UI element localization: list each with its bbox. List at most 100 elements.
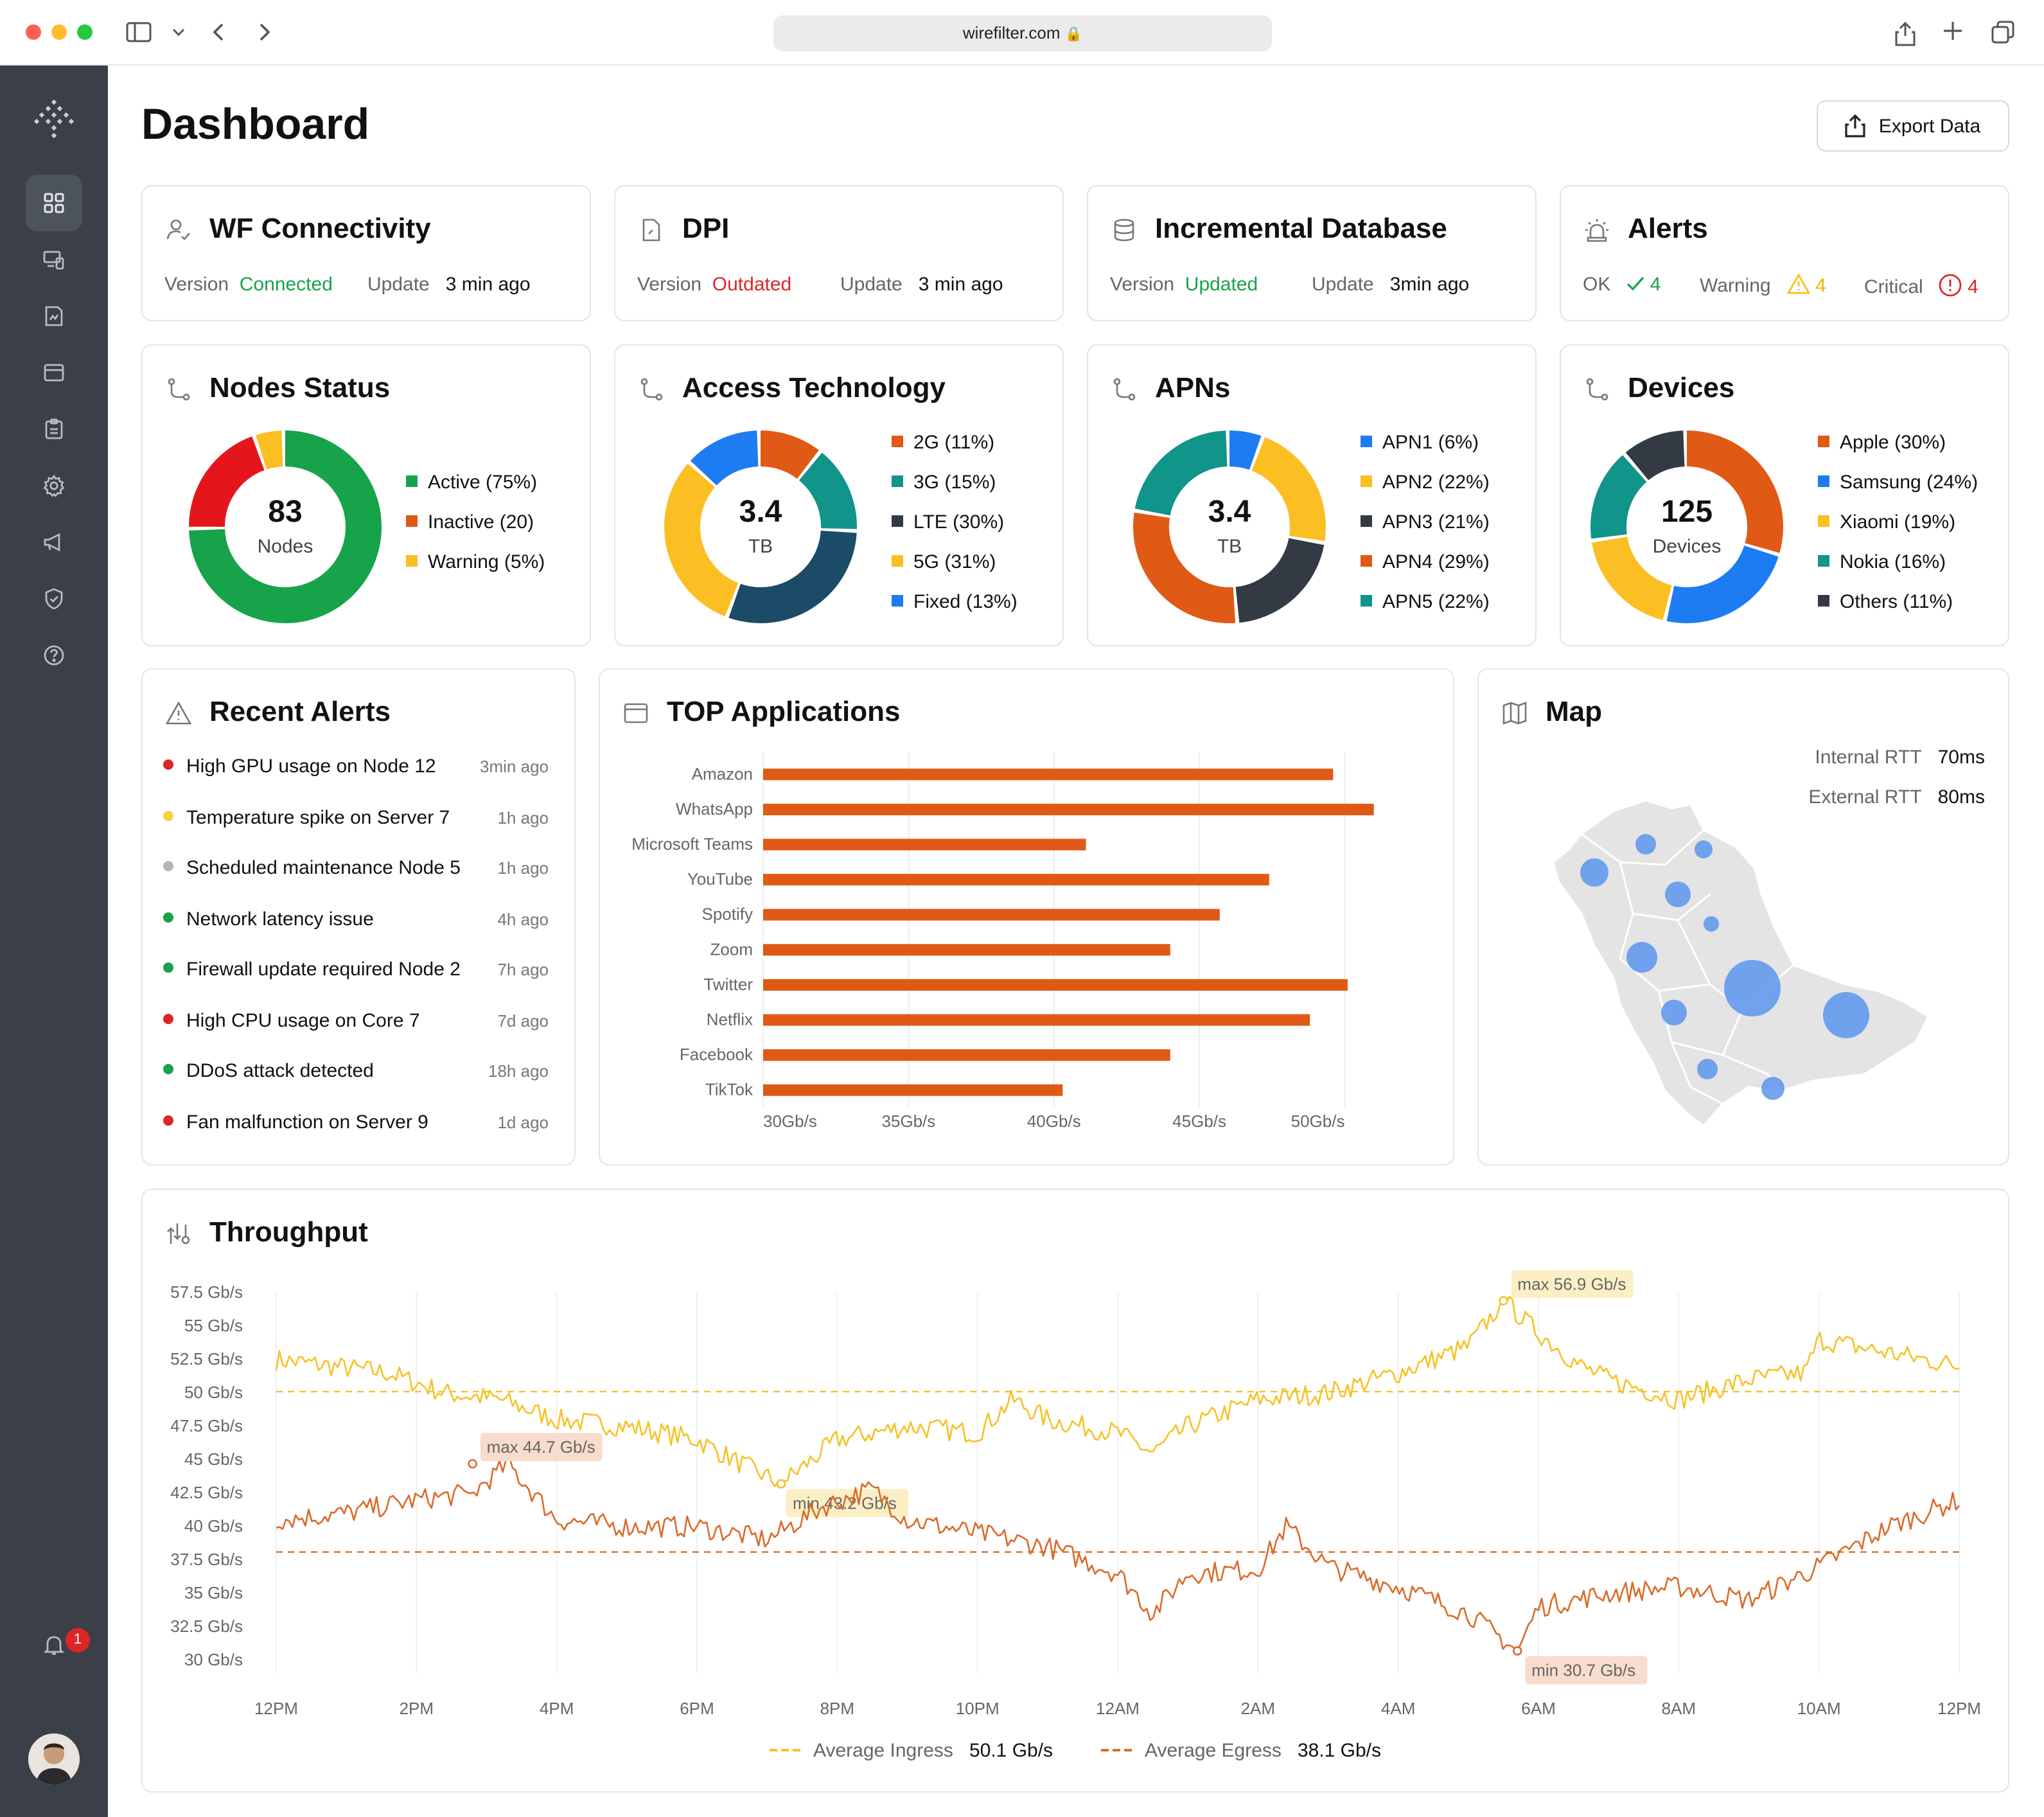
nav-clipboard[interactable] — [26, 401, 82, 457]
donut-segment[interactable] — [1590, 430, 1783, 623]
bar[interactable] — [763, 908, 1220, 921]
donut-segment[interactable] — [664, 430, 857, 623]
apns-donut-chart[interactable] — [1133, 430, 1326, 623]
alert-item[interactable]: Firewall update required Node 2 7h ago — [163, 959, 549, 980]
nav-settings[interactable] — [26, 457, 82, 514]
bar[interactable] — [763, 944, 1170, 956]
legend-item: APN2 (22%) — [1361, 472, 1490, 493]
card-title: APNs — [1155, 371, 1231, 403]
donut-segment[interactable] — [664, 430, 857, 623]
new-tab-icon[interactable] — [1943, 21, 1963, 41]
region-map[interactable] — [1543, 772, 1954, 1145]
donut-segment[interactable] — [664, 430, 857, 623]
map-bubble[interactable] — [1823, 992, 1869, 1038]
alert-item[interactable]: Network latency issue 4h ago — [163, 908, 549, 930]
card-title: TOP Applications — [667, 695, 901, 727]
donut-segment[interactable] — [664, 430, 857, 623]
chevron-down-icon[interactable] — [171, 21, 186, 44]
map-bubble[interactable] — [1665, 882, 1691, 907]
max-marker — [468, 1458, 477, 1469]
access-technology-card[interactable]: Access Technology 3.4 TB 2G (11%) 3G (15%)… — [614, 344, 1064, 646]
map-bubble[interactable] — [1626, 942, 1657, 973]
map-bubble[interactable] — [1761, 1077, 1784, 1100]
annotation-label: max 44.7 Gb/s — [487, 1437, 595, 1457]
alert-item[interactable]: Fan malfunction on Server 9 1d ago — [163, 1111, 549, 1133]
x-tick-label: 6PM — [680, 1699, 714, 1717]
map-bubble[interactable] — [1580, 858, 1608, 887]
y-tick-label: 35 Gb/s — [184, 1583, 243, 1602]
bar[interactable] — [763, 1014, 1310, 1026]
apns-card[interactable]: APNs 3.4 TB APN1 (6%) APN2 (22%) APN3 (21%)… — [1087, 344, 1537, 646]
map-bubble[interactable] — [1695, 840, 1713, 858]
card-title: Map — [1546, 695, 1602, 727]
alert-time: 4h ago — [497, 909, 549, 928]
donut-segment[interactable] — [189, 430, 382, 623]
card-title: Access Technology — [682, 371, 946, 403]
map-bubble[interactable] — [1697, 1059, 1718, 1079]
export-data-button[interactable]: Export Data — [1817, 100, 2009, 152]
throughput-line-chart[interactable]: 12PM 2PM 4PM 6PM 8PM 10PM 12AM 2AM 4AM 6AM 8AM 10AM… — [143, 1254, 2008, 1717]
alert-item[interactable]: Scheduled maintenance Node 5 1h ago — [163, 857, 549, 879]
close-window-button[interactable] — [26, 24, 41, 40]
notifications-button[interactable] — [26, 1617, 82, 1673]
map-bubble[interactable] — [1724, 960, 1781, 1016]
nav-reports[interactable] — [26, 288, 82, 344]
nav-announcements[interactable] — [26, 514, 82, 571]
bar[interactable] — [763, 1084, 1063, 1096]
map-card: Map Internal RTT 70ms External RTT 80ms — [1477, 668, 2009, 1166]
nav-applications[interactable] — [26, 344, 82, 401]
access-technology-donut-chart[interactable] — [664, 430, 857, 623]
map-bubble[interactable] — [1661, 1000, 1687, 1025]
bar[interactable] — [763, 874, 1269, 886]
route-icon — [640, 378, 663, 401]
avatar[interactable] — [28, 1733, 80, 1785]
series-line[interactable] — [275, 1295, 1960, 1487]
donut-segment[interactable] — [1133, 430, 1326, 623]
nav-help[interactable] — [26, 627, 82, 684]
tabs-overview-icon[interactable] — [1991, 21, 2014, 44]
nav-dashboard[interactable] — [26, 175, 82, 231]
address-bar[interactable]: wirefilter.com 🔒 — [773, 15, 1272, 51]
version-label: Version — [637, 274, 702, 296]
nodes-status-card[interactable]: Nodes Status 83 Nodes Active (75%) Inactiv… — [141, 344, 591, 646]
map-bubble[interactable] — [1635, 834, 1656, 855]
map-bubble[interactable] — [1704, 916, 1719, 932]
zoom-window-button[interactable] — [77, 24, 93, 40]
devices-card[interactable]: Devices 125 Devices Apple (30%) Samsung (2… — [1560, 344, 2009, 646]
dpi-card[interactable]: DPI Version Outdated Update 3 min ago — [614, 185, 1064, 321]
bar[interactable] — [763, 768, 1334, 781]
bar[interactable] — [763, 803, 1374, 815]
alert-item[interactable]: High GPU usage on Node 12 3min ago — [163, 756, 549, 777]
devices-donut-chart[interactable] — [1590, 430, 1783, 623]
forward-icon[interactable] — [256, 21, 274, 44]
nodes-donut-chart[interactable] — [189, 430, 382, 623]
alert-item[interactable]: Temperature spike on Server 7 1h ago — [163, 806, 549, 828]
share-icon[interactable] — [1895, 21, 1916, 46]
x-tick-label: 12PM — [254, 1699, 298, 1717]
bar[interactable] — [763, 1049, 1170, 1061]
donut-segment[interactable] — [1590, 430, 1783, 623]
bar[interactable] — [763, 979, 1348, 991]
x-tick-label: 30Gb/s — [763, 1112, 817, 1131]
bar[interactable] — [763, 838, 1086, 851]
minimize-window-button[interactable] — [51, 24, 67, 40]
wf-connectivity-card[interactable]: WF Connectivity Version Connected Update… — [141, 185, 591, 321]
clipboard-icon — [45, 418, 63, 439]
donut-segment[interactable] — [1133, 430, 1326, 623]
nav-devices[interactable] — [26, 231, 82, 288]
series-line[interactable] — [276, 1455, 1960, 1651]
nav-security[interactable] — [26, 571, 82, 627]
back-icon[interactable] — [209, 21, 227, 44]
donut-segment[interactable] — [1133, 430, 1326, 623]
avatar-icon — [28, 1733, 80, 1785]
alert-item[interactable]: DDoS attack detected 18h ago — [163, 1060, 549, 1082]
legend-item: 3G (15%) — [892, 472, 996, 493]
version-info: Version Connected — [164, 274, 333, 296]
legend-label: Xiaomi (19%) — [1840, 511, 1956, 533]
alerts-card[interactable]: Alerts OK 4 Warning 4 Critical 4 — [1560, 185, 2009, 321]
donut-segment[interactable] — [1590, 430, 1783, 623]
alert-item[interactable]: High CPU usage on Core 7 7d ago — [163, 1009, 549, 1031]
sidebar-toggle-icon[interactable] — [126, 21, 152, 44]
incremental-database-card[interactable]: Incremental Database Version Updated Upd… — [1087, 185, 1537, 321]
top-applications-bar-chart[interactable]: 30Gb/s 35Gb/s 40Gb/s 45Gb/s 50Gb/s Amazon What… — [600, 741, 1453, 1159]
